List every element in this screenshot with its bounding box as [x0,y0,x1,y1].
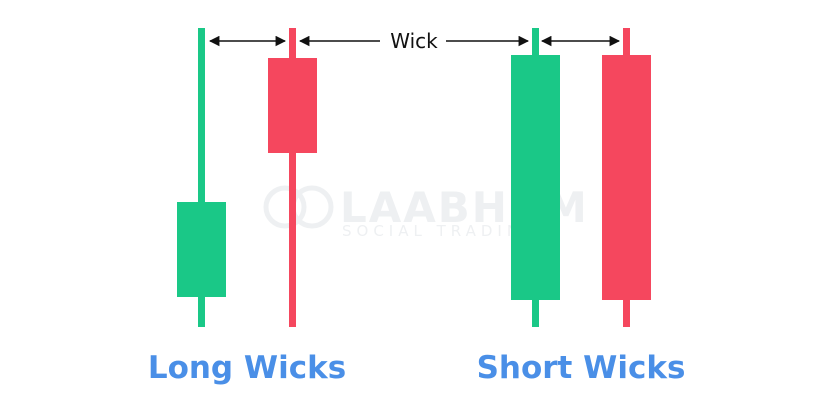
long-wicks-title: Long Wicks [148,350,346,386]
candle-body [511,55,560,300]
long-wick-bullish-candle [177,28,226,327]
wick-annotation: Wick [208,29,621,53]
wick-label: Wick [390,29,438,53]
short-wicks-group: Short Wicks [477,28,686,386]
candle-wick [289,28,296,327]
short-wicks-title: Short Wicks [477,350,686,386]
candle-body [268,58,317,153]
candle-wick [198,28,205,327]
candle-body [177,202,226,297]
short-wick-bearish-candle [602,28,651,327]
watermark-tagline: SOCIAL TRADING [342,222,540,240]
long-wicks-group: Long Wicks [148,28,346,386]
candle-body [602,55,651,300]
long-wick-bearish-candle [268,28,317,327]
laabhum-logo-icon [263,185,334,229]
short-wick-bullish-candle [511,28,560,327]
